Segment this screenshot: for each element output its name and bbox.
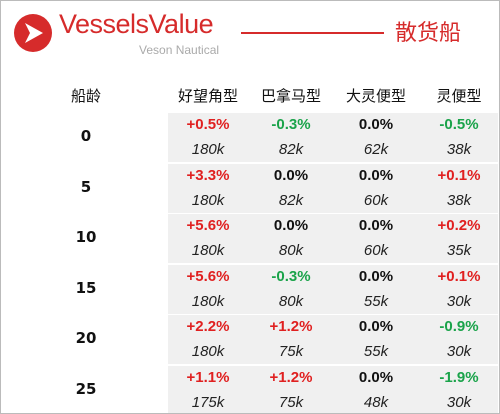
- value: 48k: [363, 393, 389, 411]
- change: +5.6%: [186, 217, 230, 234]
- value: 82k: [278, 141, 304, 158]
- change: 0.0%: [358, 166, 394, 184]
- column-header: 船龄: [70, 87, 101, 105]
- column-header: 大灵便型: [345, 87, 406, 105]
- value: 80k: [278, 292, 304, 310]
- value: 38k: [446, 141, 472, 158]
- value: 75k: [278, 393, 304, 411]
- change: 0.0%: [358, 368, 394, 386]
- change: 0.0%: [358, 318, 394, 335]
- change: -0.5%: [439, 116, 479, 133]
- logo-icon: [14, 14, 52, 52]
- value: 30k: [446, 393, 472, 411]
- brand-sub: Veson Nautical: [139, 43, 220, 57]
- change: -0.3%: [271, 267, 311, 285]
- age-label: 15: [75, 278, 97, 297]
- value: 75k: [278, 343, 304, 360]
- change: -0.9%: [439, 318, 479, 335]
- divider: [241, 32, 384, 34]
- brand: VesselsValue: [59, 9, 214, 39]
- change: 0.0%: [358, 116, 394, 133]
- row-band: [168, 365, 498, 413]
- value: 62k: [363, 141, 389, 158]
- age-label: 20: [75, 329, 97, 347]
- change: +1.2%: [269, 318, 313, 335]
- change: -1.9%: [439, 368, 479, 386]
- change: +2.2%: [186, 318, 230, 335]
- change: +0.1%: [437, 166, 481, 184]
- value: 180k: [191, 292, 225, 310]
- change: 0.0%: [273, 217, 309, 234]
- value: 38k: [446, 191, 472, 209]
- age-label: 25: [75, 379, 97, 398]
- change: 0.0%: [358, 217, 394, 234]
- value: 60k: [363, 191, 389, 209]
- column-header: 巴拿马型: [260, 87, 321, 105]
- change: -0.3%: [271, 116, 311, 133]
- age-label: 0: [80, 127, 92, 145]
- value: 82k: [278, 191, 304, 209]
- value: 175k: [191, 393, 225, 411]
- change: 0.0%: [273, 166, 309, 184]
- change: +5.6%: [186, 267, 230, 285]
- value: 30k: [446, 343, 472, 360]
- value: 30k: [446, 292, 472, 310]
- change: 0.0%: [358, 267, 394, 285]
- page-title: 散货船: [395, 21, 462, 46]
- column-header: 灵便型: [436, 87, 482, 105]
- row-band: [168, 163, 498, 213]
- row-band: [168, 264, 498, 314]
- value: 55k: [363, 343, 389, 360]
- value: 180k: [191, 242, 225, 259]
- value: 60k: [363, 242, 389, 259]
- value: 80k: [278, 242, 304, 259]
- change: +0.5%: [186, 116, 230, 133]
- value: 180k: [191, 191, 225, 209]
- row-band: [168, 315, 498, 364]
- value: 55k: [363, 292, 389, 310]
- age-label: 5: [80, 177, 92, 196]
- change: +3.3%: [186, 166, 230, 184]
- change: +0.2%: [437, 217, 481, 234]
- value: 180k: [191, 343, 225, 360]
- value: 180k: [191, 141, 225, 158]
- value: 35k: [446, 242, 472, 259]
- change: +1.2%: [269, 368, 313, 386]
- age-label: 10: [75, 228, 97, 246]
- column-header: 好望角型: [177, 87, 238, 105]
- change: +1.1%: [186, 368, 230, 386]
- row-band: [168, 214, 498, 263]
- change: +0.1%: [437, 267, 481, 285]
- row-band: [168, 113, 498, 162]
